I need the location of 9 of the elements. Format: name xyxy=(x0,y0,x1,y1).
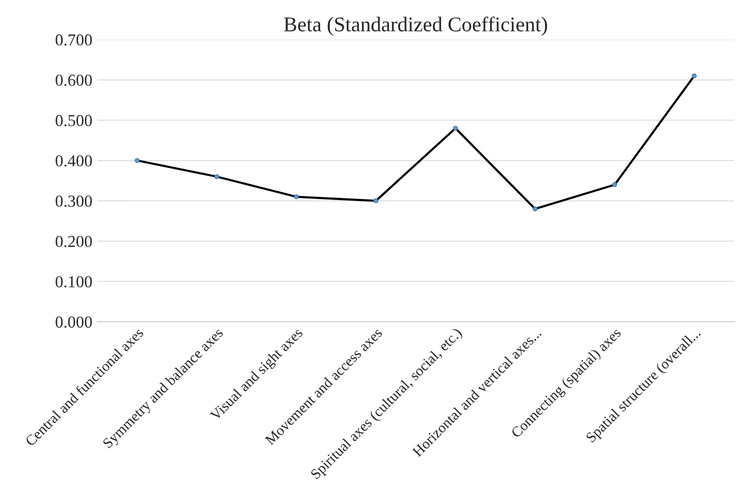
y-tick-label: 0.700 xyxy=(56,34,92,46)
y-tick-label: 0.200 xyxy=(56,236,92,248)
y-tick-label: 0.600 xyxy=(56,74,92,86)
y-tick-label: 0.400 xyxy=(56,155,92,167)
y-tick-label: 0.000 xyxy=(56,316,92,328)
y-tick-label: 0.500 xyxy=(56,114,92,126)
y-tick-label: 0.100 xyxy=(56,276,92,288)
chart-title: Beta (Standardized Coefficient) xyxy=(284,16,548,36)
y-tick-label: 0.300 xyxy=(56,196,92,207)
